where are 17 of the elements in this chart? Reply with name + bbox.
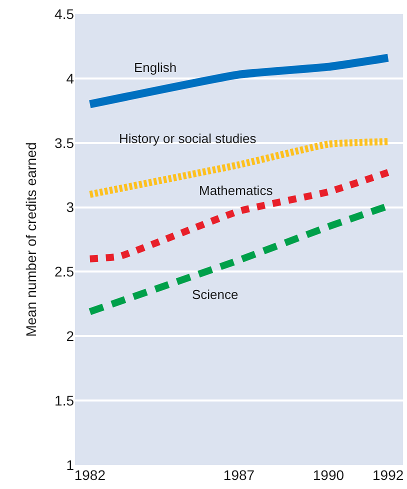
y-tick-label: 1 bbox=[66, 456, 74, 473]
series-label: Science bbox=[192, 287, 238, 302]
x-tick-label: 1990 bbox=[312, 467, 344, 483]
y-tick-label: 1.5 bbox=[54, 392, 74, 408]
x-tick-label: 1982 bbox=[74, 467, 106, 483]
y-tick-label: 2 bbox=[66, 328, 74, 344]
y-tick-label: 4 bbox=[66, 70, 74, 86]
series-label: English bbox=[134, 60, 177, 75]
y-tick-label: 3.5 bbox=[54, 134, 74, 151]
series-label: History or social studies bbox=[119, 131, 257, 146]
x-tick-label: 1992 bbox=[372, 467, 404, 483]
y-tick-label: 2.5 bbox=[54, 264, 74, 280]
y-tick-label: 4.5 bbox=[54, 6, 74, 22]
x-tick-label: 1987 bbox=[223, 467, 255, 483]
y-axis-title: Mean number of credits earned bbox=[23, 142, 40, 337]
series-label: Mathematics bbox=[199, 183, 274, 198]
y-tick-label: 3 bbox=[66, 199, 74, 216]
